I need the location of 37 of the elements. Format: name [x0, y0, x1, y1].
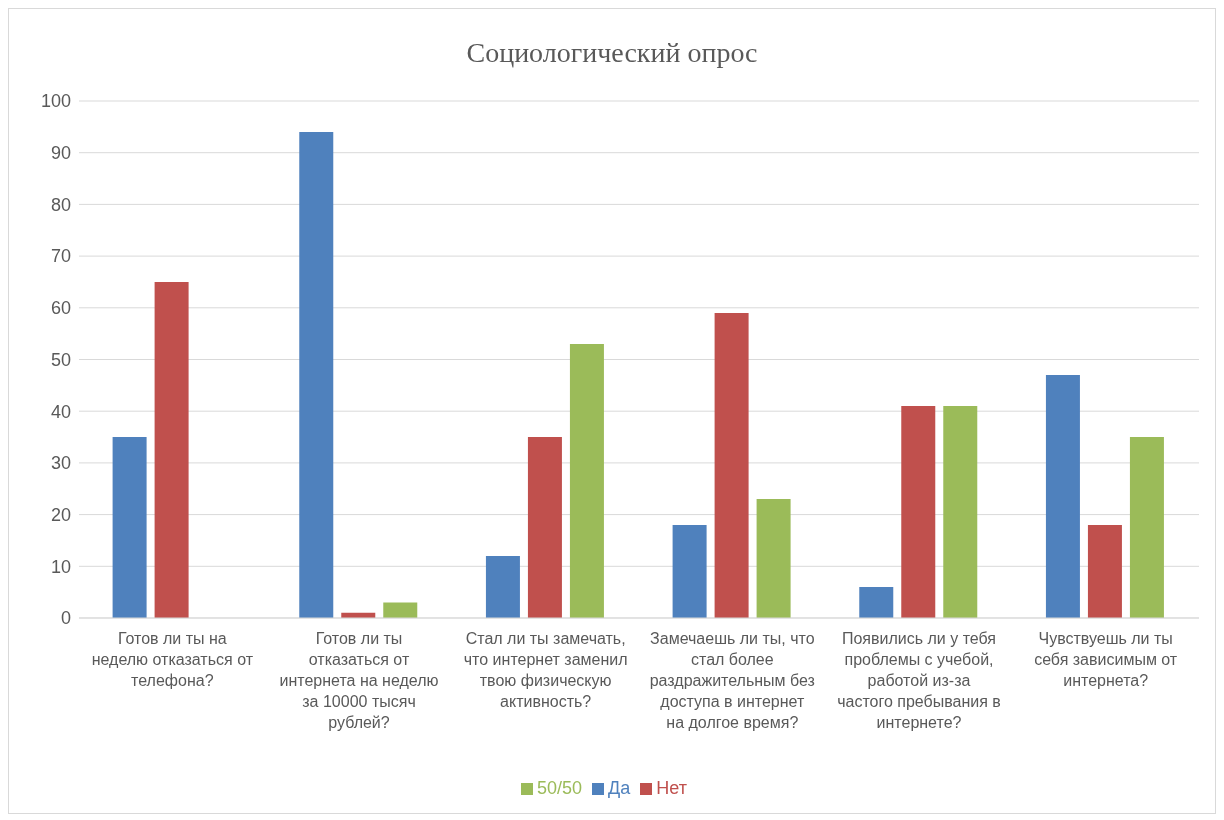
bar: [756, 499, 791, 618]
x-tick-label: Чувствуешь ли ты себя зависимым от интернета?: [1034, 630, 1178, 689]
bar: [383, 602, 418, 618]
y-tick-label: 80: [50, 194, 71, 215]
bar: [154, 281, 189, 618]
y-tick-label: 90: [50, 143, 71, 164]
bar: [112, 437, 147, 618]
y-tick-label: 60: [50, 298, 71, 319]
bar: [714, 312, 749, 618]
y-tick-label: 0: [60, 608, 71, 629]
y-tick-label: 10: [50, 556, 71, 577]
y-tick-label: 100: [40, 91, 71, 112]
legend-label: Да: [608, 778, 631, 798]
x-tick-label: Замечаешь ли ты, что стал более раздражительным без доступа в интернет на долгое время?: [649, 630, 815, 731]
x-tick-label: Готов ли ты отказаться от интернета на неделю за 10000 тысяч рублей?: [279, 630, 439, 731]
legend-label: 50/50: [537, 778, 583, 798]
legend-label: Нет: [656, 778, 687, 798]
y-tick-label: 70: [50, 246, 71, 267]
y-tick-label: 50: [50, 349, 71, 370]
y-tick-label: 20: [50, 504, 71, 525]
bar: [485, 555, 520, 618]
bar: [859, 586, 894, 618]
bar: [901, 406, 936, 618]
bar: [943, 406, 978, 618]
bar: [672, 524, 707, 618]
chart-title: Социологический опрос: [465, 37, 759, 69]
x-tick-label: Стал ли ты замечать, что интернет заменил твою физическую активность?: [463, 630, 628, 710]
x-tick-label: Появились ли у тебя проблемы с учебой, работой из-за частого пребывания в интернете?: [837, 630, 1001, 731]
bar: [1045, 375, 1080, 618]
bar: [1129, 437, 1164, 618]
y-tick-label: 30: [50, 453, 71, 474]
y-tick-label: 40: [50, 401, 71, 422]
bar: [1087, 524, 1122, 618]
bar: [569, 343, 604, 618]
bar: [299, 132, 334, 618]
bar: [527, 437, 562, 618]
x-tick-label: Готов ли ты на неделю отказаться от телефона?: [91, 630, 254, 689]
